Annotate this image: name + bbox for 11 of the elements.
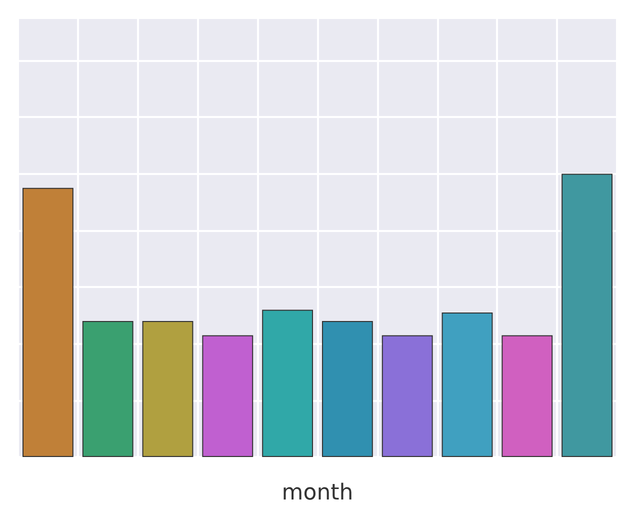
bar <box>142 321 194 457</box>
bar <box>82 321 134 457</box>
bar <box>22 188 74 457</box>
bar <box>562 174 613 457</box>
bar <box>442 312 493 457</box>
bar <box>322 321 373 457</box>
bar <box>502 335 553 457</box>
x-axis-title: month <box>282 480 354 506</box>
bar <box>262 310 314 457</box>
bar <box>382 335 433 457</box>
bar <box>202 335 254 457</box>
